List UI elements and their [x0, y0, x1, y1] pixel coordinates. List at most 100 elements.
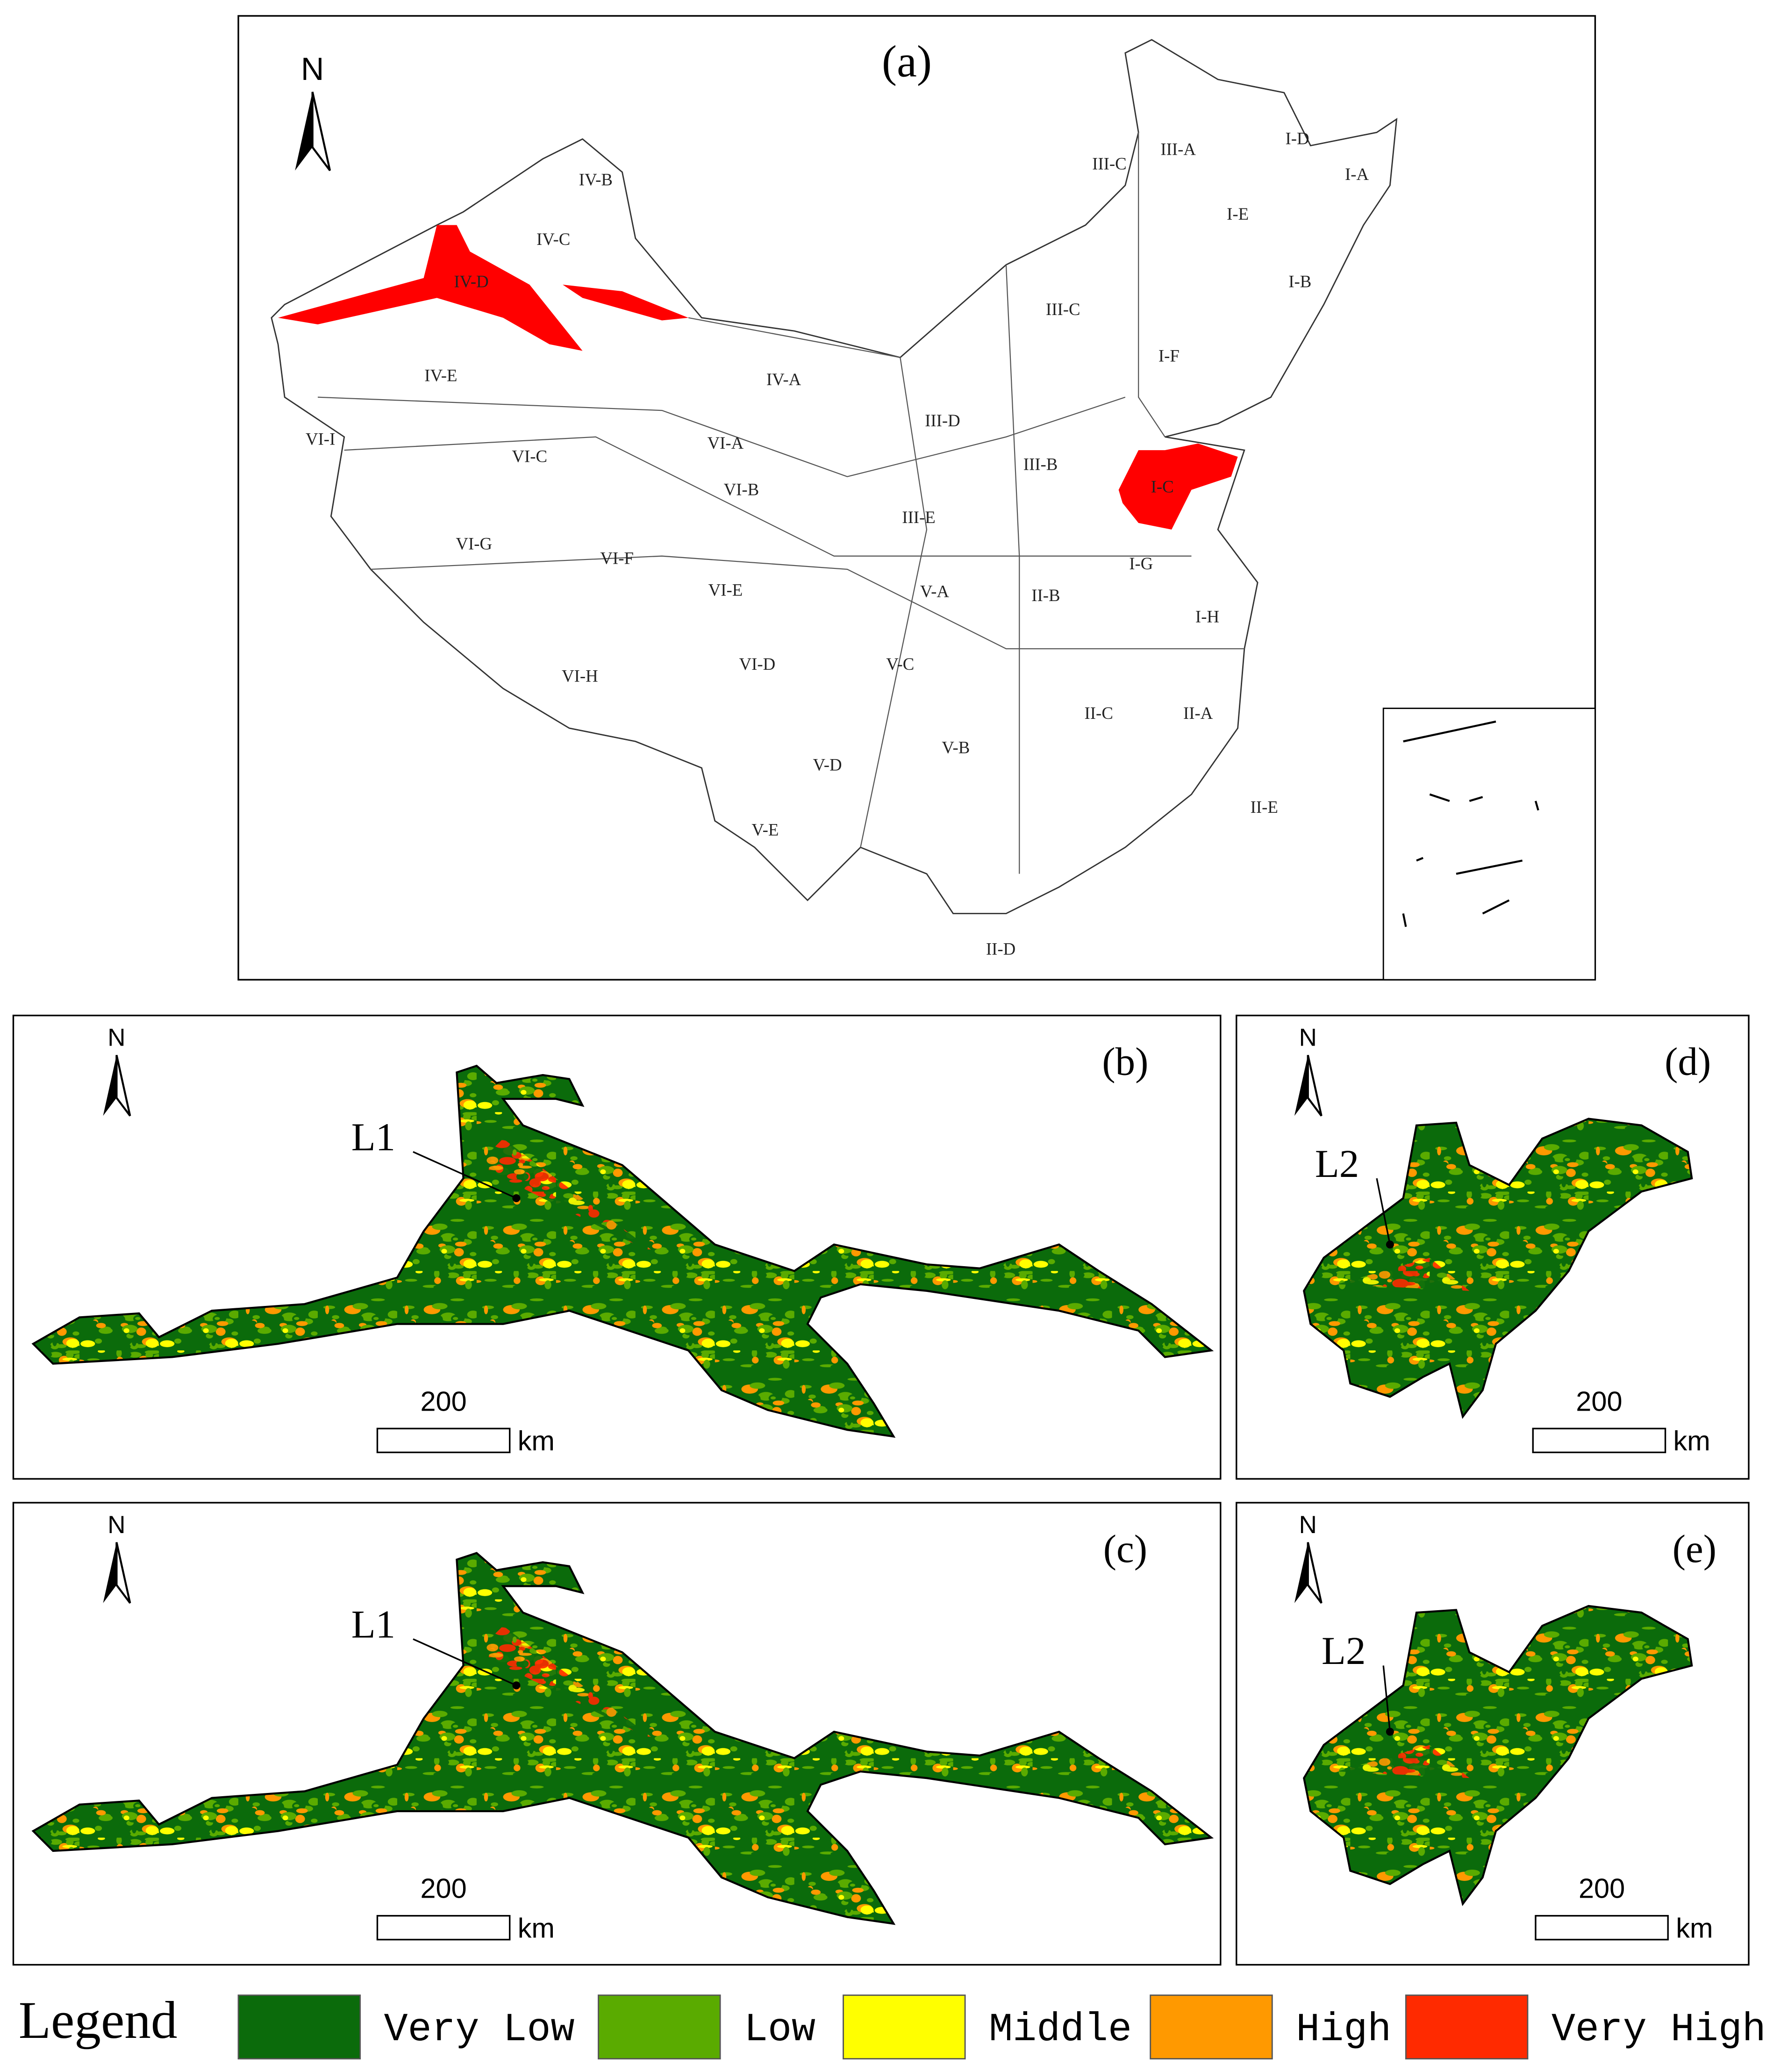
- legend-swatch: [237, 1994, 361, 2060]
- north-arrow: [103, 1542, 117, 1603]
- region-label: II-C: [1085, 703, 1113, 723]
- region-label: V-A: [920, 581, 949, 601]
- region-label: II-B: [1031, 586, 1060, 605]
- inset-frame: [1382, 708, 1596, 981]
- study-area: [31, 1552, 1214, 1925]
- north-arrow: [295, 92, 313, 171]
- region-label: I-A: [1345, 165, 1369, 184]
- north-arrow: [1294, 1055, 1308, 1116]
- region-label: I-F: [1158, 346, 1180, 365]
- scale-value: 200: [420, 1873, 466, 1904]
- region-label: II-D: [986, 939, 1015, 958]
- legend-title: Legend: [19, 1991, 178, 2050]
- north-arrow: [1307, 1542, 1323, 1604]
- panel-label: (b): [1102, 1040, 1148, 1084]
- legend-label: Middle: [989, 2007, 1132, 2052]
- region-boundary: [317, 396, 1126, 477]
- panel-label: (c): [1103, 1527, 1147, 1571]
- region-label: VI-G: [456, 534, 492, 553]
- region-label: III-D: [925, 411, 960, 430]
- scale-unit: km: [1673, 1425, 1710, 1456]
- country-outline: [271, 39, 1398, 914]
- region-label: VI-E: [708, 581, 743, 600]
- region-label: IV-E: [424, 366, 457, 385]
- region-label: I-E: [1227, 204, 1249, 223]
- legend-label: High: [1296, 2007, 1391, 2052]
- study-area: [1303, 1605, 1693, 1907]
- panel-label: (d): [1665, 1040, 1711, 1084]
- scale-bar: [1532, 1427, 1666, 1454]
- panel-frame: [1236, 1014, 1750, 1480]
- region-label: VI-C: [512, 447, 547, 466]
- inset-island: [1534, 801, 1539, 811]
- scale-value: 200: [1579, 1873, 1625, 1904]
- region-label: VI-I: [306, 430, 335, 449]
- region-boundary: [688, 317, 928, 848]
- region-label: V-D: [813, 755, 842, 774]
- panel-frame: [1236, 1502, 1750, 1966]
- region-label: III-B: [1023, 455, 1058, 474]
- scale-bar: [376, 1427, 511, 1454]
- susceptibility-map: [31, 1064, 1214, 1438]
- region-boundary: [1138, 132, 1165, 437]
- study-area: [1303, 1118, 1693, 1419]
- inset-island: [1469, 796, 1483, 802]
- region-label: VI-F: [600, 549, 634, 568]
- high-zone: [476, 1626, 662, 1745]
- region-boundary: [1005, 265, 1020, 874]
- susceptibility-map: [1303, 1118, 1693, 1419]
- north-arrow: [311, 92, 331, 172]
- inset-island: [1402, 913, 1407, 927]
- inset-island: [1482, 899, 1510, 915]
- scale-value: 200: [1576, 1385, 1622, 1417]
- scale-unit: km: [518, 1913, 555, 1944]
- panel-frame: [12, 1014, 1222, 1480]
- region-label: I-D: [1286, 129, 1309, 148]
- region-label: V-C: [886, 654, 914, 674]
- panel-label: (e): [1673, 1527, 1716, 1571]
- marker-arrow: [1382, 1665, 1391, 1732]
- region-label: IV-A: [766, 370, 801, 389]
- north-label: N: [1299, 1511, 1317, 1539]
- inset-island: [1456, 860, 1523, 875]
- scale-unit: km: [1676, 1913, 1713, 1944]
- region-label: III-C: [1092, 154, 1127, 173]
- region-label: IV-B: [579, 170, 613, 189]
- region-label: I-B: [1288, 272, 1311, 291]
- north-label: N: [107, 1511, 125, 1539]
- high-zone: [476, 1139, 662, 1258]
- north-arrow: [1294, 1542, 1308, 1603]
- north-arrow: [115, 1054, 131, 1117]
- marker-arrow: [413, 1151, 517, 1199]
- panel-frame: [237, 15, 1596, 981]
- location-marker: L2: [1322, 1629, 1366, 1673]
- study-area: [31, 1064, 1214, 1438]
- susceptibility-map: [31, 1552, 1214, 1925]
- region-label: I-H: [1195, 607, 1219, 626]
- scale-bar: [1535, 1915, 1669, 1941]
- region-label: III-A: [1160, 139, 1196, 158]
- region-label: VI-D: [739, 654, 776, 674]
- location-marker: L1: [351, 1115, 395, 1159]
- region-boundary: [371, 555, 1244, 650]
- highlight-region: [563, 285, 689, 321]
- legend-label: Low: [744, 2007, 815, 2052]
- region-label: VI-B: [724, 480, 759, 499]
- north-arrow: [103, 1055, 117, 1116]
- panel-frame: [12, 1502, 1222, 1966]
- region-label: III-C: [1046, 300, 1080, 319]
- scale-value: 200: [420, 1385, 466, 1417]
- location-marker: L2: [1315, 1142, 1359, 1186]
- highlight-region: [1118, 443, 1238, 530]
- region-label: I-G: [1129, 554, 1153, 573]
- highlight-region: [278, 225, 583, 351]
- legend-swatch: [1150, 1994, 1273, 2060]
- legend-label: Very High: [1552, 2007, 1766, 2052]
- high-zone: [1337, 1745, 1470, 1778]
- high-zone: [1337, 1257, 1470, 1291]
- marker-arrowhead: [512, 1194, 521, 1202]
- inset-island: [1429, 793, 1450, 802]
- region-label: I-C: [1151, 477, 1174, 496]
